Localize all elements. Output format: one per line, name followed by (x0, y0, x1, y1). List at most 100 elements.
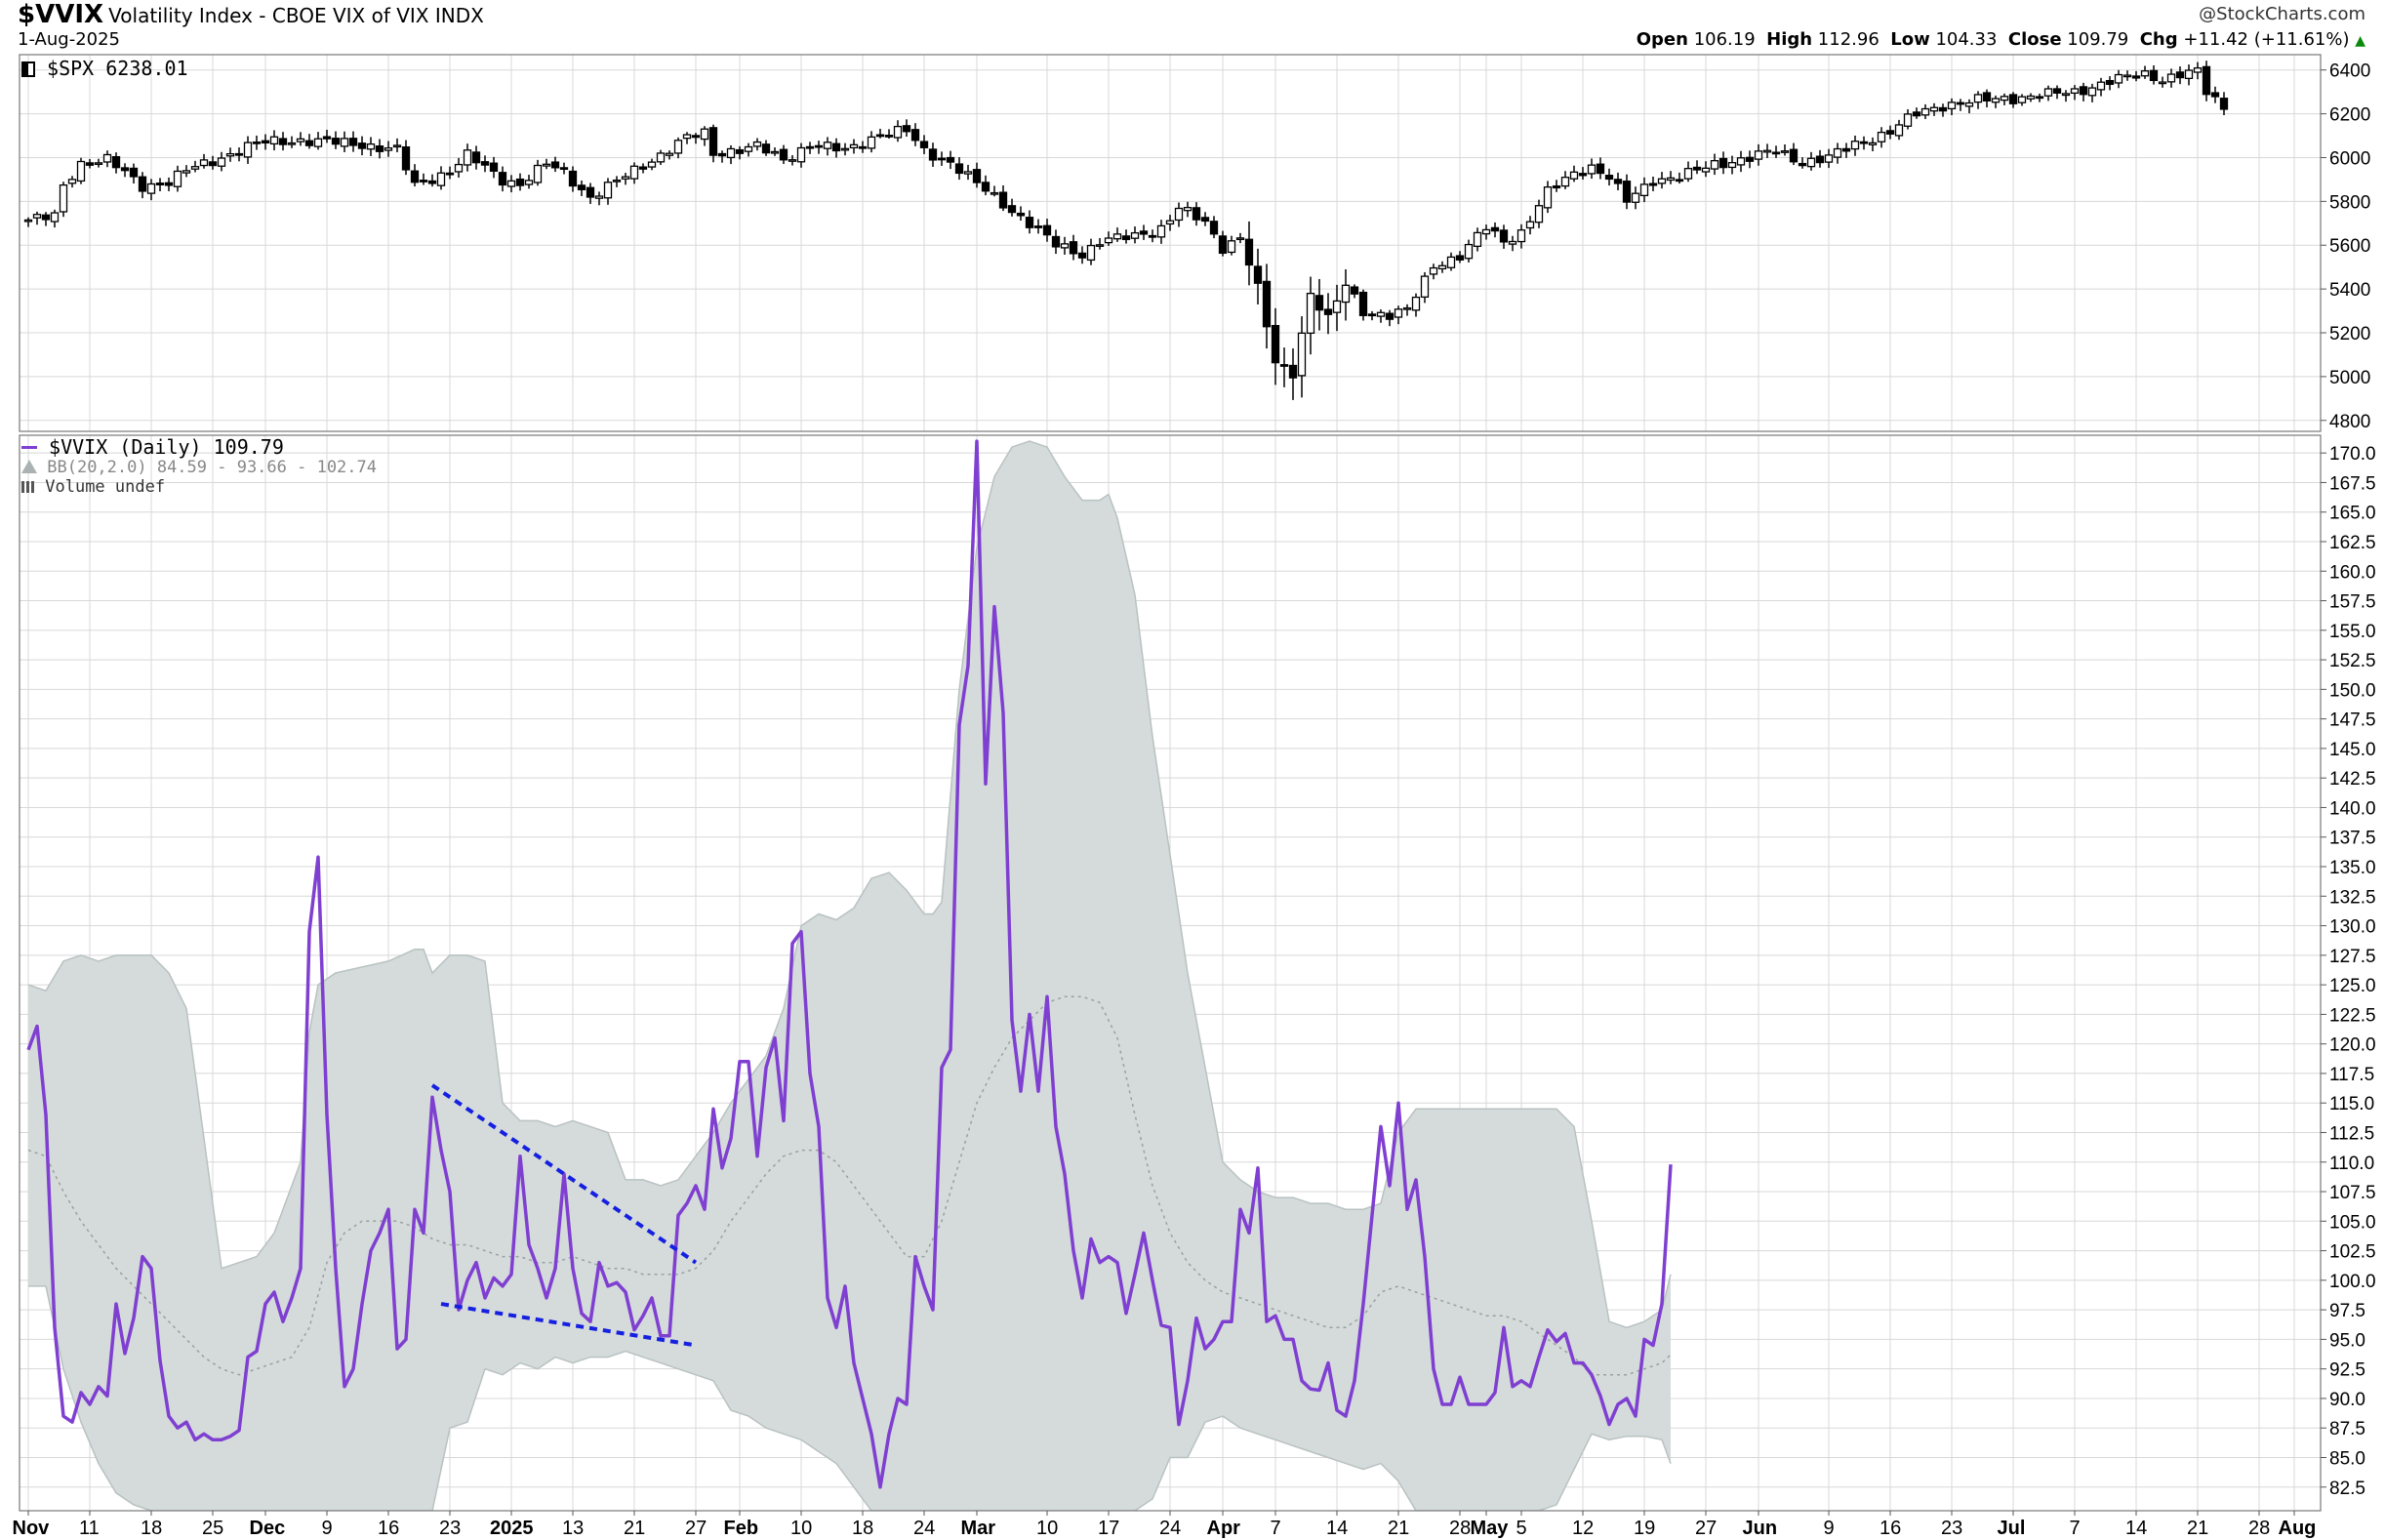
spx-candle-body (867, 136, 876, 149)
spx-candle-body (2202, 65, 2211, 96)
spx-candle-body (2052, 88, 2062, 94)
spx-candle-body (770, 150, 780, 154)
spx-candle-body (1903, 113, 1913, 127)
spx-candle-body (1815, 155, 1825, 164)
spx-candle-body (1885, 130, 1895, 135)
spx-candle-body (2175, 71, 2185, 79)
spx-candle-body (1209, 221, 1219, 235)
spx-candle-body (278, 138, 288, 145)
candle-legend-icon (21, 61, 35, 77)
trendlines (430, 1083, 698, 1348)
spx-y-tick-label: 5800 (2329, 192, 2370, 213)
x-tick-label: 21 (1388, 1518, 1409, 1539)
x-tick-label: 19 (1634, 1518, 1655, 1539)
spx-candle-body (1508, 240, 1517, 245)
spx-candle-body (480, 161, 490, 166)
spx-candle-body (981, 182, 990, 192)
spx-candle-body (1016, 212, 1026, 217)
spx-candle-body (682, 134, 692, 140)
spx-candle-body (717, 152, 727, 157)
watermark: @StockCharts.com (2199, 4, 2365, 24)
high-value: 112.96 (1817, 29, 1880, 50)
x-tick-label: 21 (624, 1518, 645, 1539)
spx-candle-body (1385, 312, 1395, 320)
spx-candle-body (1473, 231, 1482, 248)
spx-candle-body (2131, 75, 2141, 79)
spx-y-tick-label: 6200 (2329, 105, 2370, 126)
spx-candle-body (1631, 192, 1640, 203)
spx-candle-body (823, 142, 832, 149)
spx-candle-body (2210, 92, 2220, 98)
spx-candle-body (1121, 235, 1131, 241)
spx-candle-body (1402, 306, 1412, 310)
spx-candle-body (2158, 81, 2167, 85)
vvix-y-tick-label: 85.0 (2329, 1449, 2365, 1470)
spx-candle-body (1806, 157, 1816, 168)
spx-candle-body (384, 147, 393, 151)
spx-candle-body (489, 162, 499, 172)
spx-candle-body (647, 161, 657, 168)
spx-candle-body (1894, 124, 1904, 137)
chg-value: +11.42 (+11.61%) (2183, 29, 2350, 50)
spx-candle-body (1657, 178, 1667, 184)
bb-middle-line (27, 995, 1672, 1376)
x-tick-label: Aug (2279, 1518, 2317, 1539)
spx-candle-body (542, 163, 551, 167)
spx-candle-body (1868, 142, 1878, 145)
spx-candle-body (831, 142, 841, 152)
spx-legend: $SPX 6238.01 (21, 57, 188, 80)
spx-candle-body (1789, 148, 1799, 163)
spx-candle-body (190, 166, 200, 170)
spx-candle-body (726, 147, 736, 159)
spx-candle-body (375, 145, 384, 152)
spx-candle-body (1262, 280, 1272, 328)
spx-candle-body (463, 149, 472, 166)
vvix-y-tick-label: 145.0 (2329, 740, 2376, 760)
spx-candle-body (2193, 67, 2203, 73)
spx-candle-body (1332, 300, 1342, 313)
spx-candle-body (1394, 308, 1403, 318)
spx-candle-body (946, 156, 955, 163)
x-tick-label: 17 (1098, 1518, 1119, 1539)
spx-candle-body (2087, 87, 2097, 97)
spx-candle-body (788, 159, 797, 162)
spx-candle-body (1938, 106, 1948, 112)
spx-candle-body (2079, 86, 2088, 96)
x-tick-label: 10 (1036, 1518, 1058, 1539)
close-label: Close (2007, 29, 2062, 50)
x-tick-label: 2025 (490, 1518, 534, 1539)
vvix-line (26, 439, 1673, 1489)
spx-candle-body (471, 151, 481, 164)
spx-candle-body (1859, 141, 1869, 144)
spx-candle-body (963, 171, 973, 175)
spx-candle-body (1762, 149, 1772, 153)
spx-candle-body (761, 143, 771, 154)
spx-candle-body (1516, 229, 1526, 243)
x-tick-label: 12 (1572, 1518, 1594, 1539)
x-tick-label: 21 (2187, 1518, 2208, 1539)
spx-candle-body (735, 148, 745, 154)
spx-candle-body (1877, 131, 1886, 142)
spx-candle-body (1701, 167, 1711, 173)
x-tick-label: 23 (1941, 1518, 1962, 1539)
x-tick-label: Mar (961, 1518, 996, 1539)
spx-candle-body (937, 157, 947, 161)
spx-candle-body (1920, 107, 1930, 116)
spx-candle-body (1112, 233, 1122, 240)
spx-candle-body (1420, 275, 1430, 298)
spx-candle-body (2149, 69, 2159, 82)
spx-candle-body (2219, 98, 2229, 110)
spx-candle-body (1350, 286, 1359, 295)
spx-y-tick-label: 5400 (2329, 280, 2370, 301)
open-label: Open (1636, 29, 1688, 50)
low-value: 104.33 (1935, 29, 1998, 50)
volume-legend-icon (21, 481, 35, 493)
spx-candle-body (1077, 252, 1087, 259)
bb-lower-line (28, 1285, 1672, 1511)
spx-candle-body (427, 180, 437, 184)
vvix-y-tick-label: 102.5 (2329, 1242, 2376, 1263)
x-tick-label: 27 (1695, 1518, 1717, 1539)
spx-candle-body (1042, 224, 1052, 236)
vvix-y-tick-label: 165.0 (2329, 504, 2376, 524)
x-tick-label: Jul (1998, 1518, 2026, 1539)
